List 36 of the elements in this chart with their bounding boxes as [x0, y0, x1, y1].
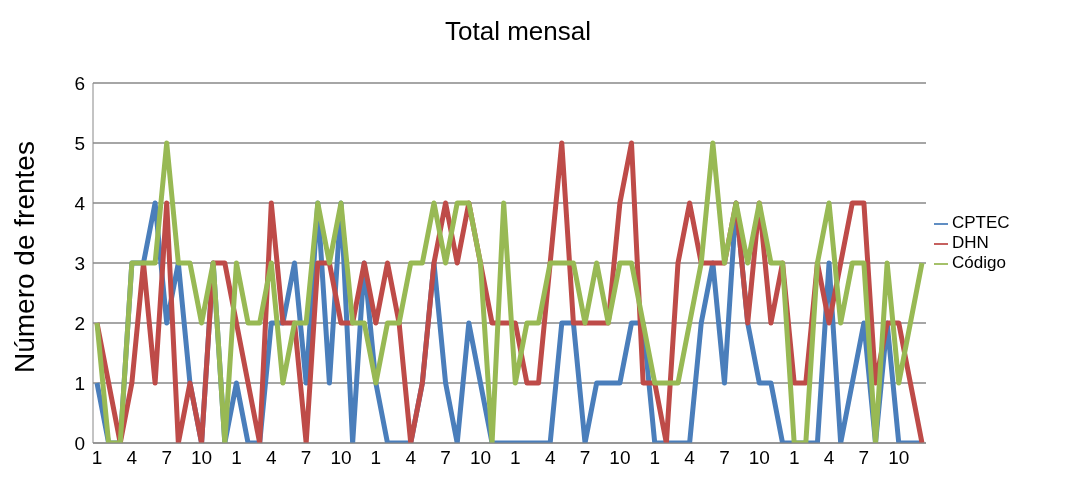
x-tick-label: 7: [161, 447, 173, 469]
x-tick-label: 1: [510, 447, 521, 469]
y-tick-label: 2: [74, 312, 85, 334]
x-tick-label: 10: [469, 447, 492, 469]
x-tick-label: 10: [191, 447, 213, 469]
y-tick-label: 5: [74, 132, 85, 154]
y-tick-label: 0: [74, 432, 85, 454]
x-tick-label: 10: [609, 447, 631, 469]
x-tick-label: 7: [719, 447, 730, 469]
x-tick-label: 1: [91, 447, 103, 469]
x-tick-label: 4: [684, 447, 696, 469]
x-tick-label: 1: [231, 447, 242, 469]
x-tick-label: 4: [544, 447, 556, 469]
legend-label: CPTEC: [952, 213, 1010, 232]
y-tick-label: 3: [74, 252, 85, 274]
x-tick-label: 4: [266, 447, 278, 469]
x-tick-label: 1: [649, 447, 661, 469]
chart-title: Total mensal: [444, 16, 592, 47]
x-tick-label: 1: [370, 447, 382, 469]
x-tick-label: 4: [405, 447, 417, 469]
x-tick-label: 7: [579, 447, 591, 469]
x-tick-label: 7: [858, 447, 870, 469]
x-tick-label: 4: [126, 447, 138, 469]
legend-label: Código: [952, 253, 1006, 272]
legend-label: DHN: [952, 233, 989, 252]
y-tick-label: 4: [74, 192, 86, 214]
x-tick-label: 7: [440, 447, 451, 469]
x-tick-label: 10: [888, 447, 910, 469]
x-tick-label: 7: [300, 447, 312, 469]
y-tick-label: 6: [74, 72, 85, 94]
x-tick-label: 10: [330, 447, 352, 469]
x-tick-label: 4: [823, 447, 835, 469]
y-tick-label: 1: [74, 372, 85, 394]
x-tick-label: 1: [788, 447, 800, 469]
x-tick-label: 10: [748, 447, 770, 469]
y-axis-title: Número de frentes: [8, 141, 40, 373]
